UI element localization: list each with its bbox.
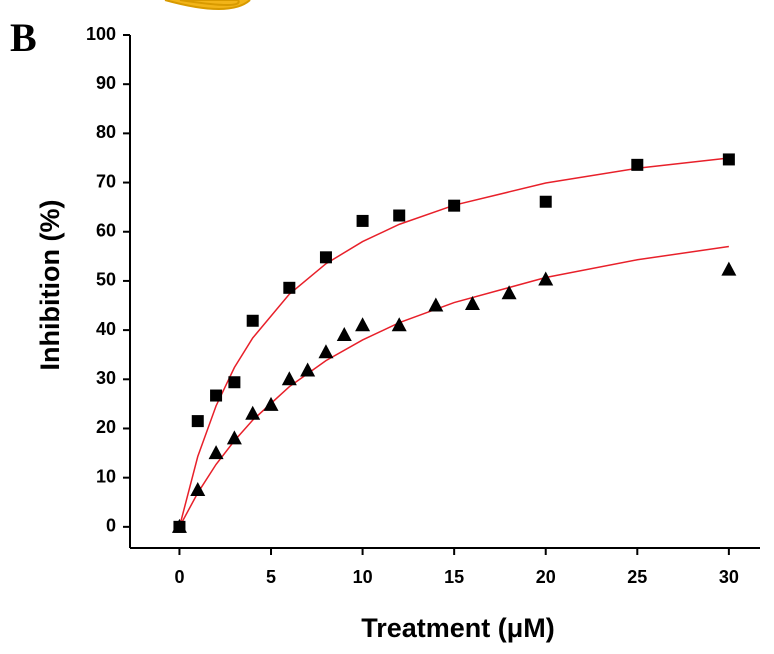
square-marker bbox=[356, 214, 369, 227]
y-tick-label: 100 bbox=[86, 24, 116, 44]
y-tick-label: 70 bbox=[96, 171, 116, 191]
fit-curve bbox=[178, 157, 729, 528]
triangle-marker bbox=[281, 371, 297, 386]
x-tick-label: 15 bbox=[444, 567, 464, 587]
x-tick-label: 0 bbox=[174, 567, 184, 587]
square-marker bbox=[539, 195, 552, 208]
triangle-marker bbox=[538, 271, 554, 286]
y-tick-label: 20 bbox=[96, 417, 116, 437]
y-tick-label: 50 bbox=[96, 270, 116, 290]
fit-curve bbox=[178, 245, 729, 528]
x-tick-label: 25 bbox=[627, 567, 647, 587]
triangle-marker bbox=[391, 317, 407, 332]
square-marker bbox=[448, 199, 461, 212]
y-tick-label: 10 bbox=[96, 466, 116, 486]
triangle-marker bbox=[336, 327, 352, 342]
square-marker bbox=[631, 158, 644, 171]
panel-label: B bbox=[10, 15, 37, 60]
triangle-marker bbox=[464, 296, 480, 311]
triangle-marker bbox=[721, 261, 737, 276]
y-tick-label: 40 bbox=[96, 319, 116, 339]
square-marker bbox=[191, 415, 204, 428]
y-tick-label: 80 bbox=[96, 122, 116, 142]
y-tick-label: 30 bbox=[96, 368, 116, 388]
square-marker bbox=[228, 376, 241, 389]
decoration bbox=[164, 0, 251, 10]
triangle-marker bbox=[355, 317, 371, 332]
y-tick-label: 60 bbox=[96, 220, 116, 240]
triangle-marker bbox=[171, 518, 187, 533]
square-marker bbox=[210, 389, 223, 402]
triangle-marker bbox=[263, 396, 279, 411]
triangle-marker bbox=[190, 481, 206, 496]
triangle-marker bbox=[318, 344, 334, 359]
x-tick-label: 10 bbox=[353, 567, 373, 587]
triangle-marker bbox=[428, 297, 444, 312]
square-marker bbox=[246, 314, 259, 327]
triangle-marker bbox=[226, 430, 242, 445]
triangle-marker bbox=[245, 405, 261, 420]
triangle-marker bbox=[501, 285, 517, 300]
triangle-marker bbox=[300, 362, 316, 377]
x-tick-label: 20 bbox=[536, 567, 556, 587]
y-tick-label: 90 bbox=[96, 73, 116, 93]
square-marker bbox=[722, 153, 735, 166]
square-marker bbox=[319, 251, 332, 264]
triangle-marker bbox=[208, 445, 224, 460]
x-tick-label: 5 bbox=[266, 567, 276, 587]
y-axis-label: Inhibition (%) bbox=[35, 200, 65, 371]
x-tick-label: 30 bbox=[719, 567, 739, 587]
square-marker bbox=[393, 209, 406, 222]
y-tick-label: 0 bbox=[106, 516, 116, 536]
square-marker bbox=[283, 281, 296, 294]
x-axis-label: Treatment (μM) bbox=[361, 613, 555, 643]
